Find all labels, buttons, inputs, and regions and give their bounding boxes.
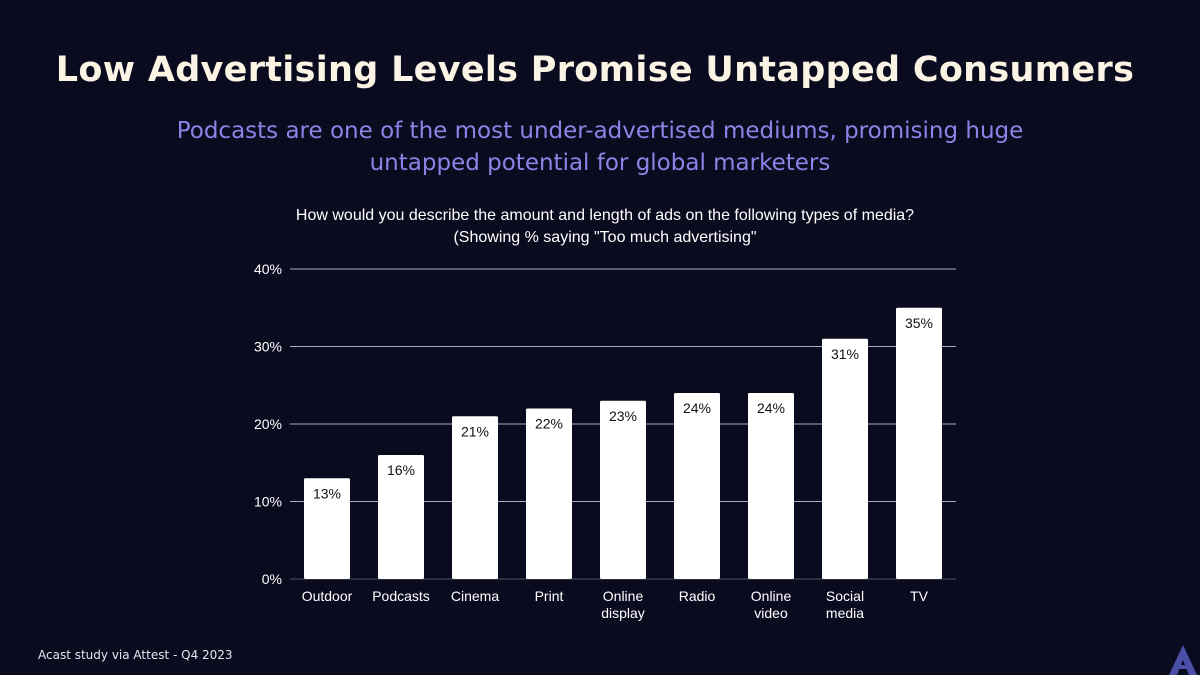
y-tick-label: 40% (254, 261, 282, 277)
x-tick-label: display (601, 605, 645, 621)
bar-value-label: 21% (461, 423, 489, 439)
bar-value-label: 24% (683, 400, 711, 416)
bar-value-label: 31% (831, 346, 859, 362)
source-note: Acast study via Attest - Q4 2023 (38, 648, 233, 662)
chart-bars: 13% 16% 21% 22% 23% 24% 24% 31% 35% (304, 307, 942, 579)
x-tick-label: video (754, 605, 788, 621)
x-axis: Outdoor Podcasts Cinema Print OnlinedisplayR… (302, 588, 929, 621)
bar (822, 338, 868, 579)
chart-title-line: (Showing % saying "Too much advertising" (453, 229, 756, 246)
chart-title-line: How would you describe the amount and le… (296, 207, 914, 224)
bar-value-label: 13% (313, 485, 341, 501)
y-tick-label: 0% (262, 571, 282, 587)
bar (526, 408, 572, 579)
x-tick-label: Social (826, 588, 864, 604)
bar-value-label: 16% (387, 462, 415, 478)
y-tick-label: 10% (254, 494, 282, 510)
bar (896, 307, 942, 579)
x-tick-label: media (826, 605, 864, 621)
acast-logo-icon (1169, 645, 1197, 675)
bar (748, 393, 794, 579)
bar-value-label: 23% (609, 408, 637, 424)
bar-chart: How would you describe the amount and le… (254, 207, 956, 621)
bar (674, 393, 720, 579)
chart-title: How would you describe the amount and le… (296, 207, 914, 246)
x-tick-label: Podcasts (372, 588, 430, 604)
bar-value-label: 24% (757, 400, 785, 416)
y-axis: 0% 10% 20% 30% 40% (254, 261, 282, 587)
y-tick-label: 30% (254, 339, 282, 355)
slide-subtitle: Podcasts are one of the most under-adver… (176, 118, 1024, 176)
bar (304, 478, 350, 579)
x-tick-label: Online (751, 588, 792, 604)
slide-title: Low Advertising Levels Promise Untapped … (55, 50, 1135, 90)
bar (452, 416, 498, 579)
bar-value-label: 35% (905, 315, 933, 331)
x-tick-label: Cinema (451, 588, 499, 604)
x-tick-label: Radio (679, 588, 716, 604)
bar (378, 455, 424, 579)
x-tick-label: Print (535, 588, 564, 604)
x-tick-label: Online (603, 588, 644, 604)
x-tick-label: TV (910, 588, 929, 604)
bar-value-label: 22% (535, 416, 563, 432)
bar (600, 400, 646, 579)
x-tick-label: Outdoor (302, 588, 353, 604)
y-tick-label: 20% (254, 416, 282, 432)
